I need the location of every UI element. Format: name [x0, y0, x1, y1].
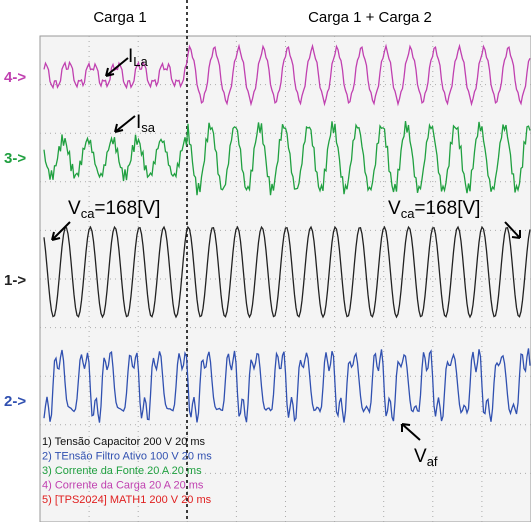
symbol: V — [68, 198, 81, 219]
legend-entry: 5) [TPS2024] MATH1 200 V 20 ms — [42, 494, 212, 506]
subscript: La — [133, 54, 148, 69]
channel-label: 3-> — [4, 150, 26, 167]
legend-entry: 3) Corrente da Fonte 20 A 20 ms — [42, 465, 202, 477]
legend-entry: 4) Corrente da Carga 20 A 20 ms — [42, 480, 204, 492]
legend: 1) Tensão Capacitor 200 V 20 ms 2) TEnsão… — [42, 436, 212, 506]
subscript: ca — [401, 206, 416, 221]
channel-label: 1-> — [4, 272, 26, 289]
header-left: Carga 1 — [93, 9, 146, 26]
value: =168[V] — [414, 198, 480, 219]
legend-entry: 1) Tensão Capacitor 200 V 20 ms — [42, 436, 206, 448]
header-right: Carga 1 + Carga 2 — [308, 9, 432, 26]
symbol: V — [388, 198, 401, 219]
value: =168[V] — [94, 198, 160, 219]
channel-label: 4-> — [4, 69, 26, 86]
symbol: V — [414, 446, 427, 467]
subscript: sa — [141, 120, 156, 135]
subscript: ca — [81, 206, 96, 221]
legend-entry: 2) TEnsão Filtro Ativo 100 V 20 ms — [42, 451, 212, 463]
subscript: af — [427, 454, 438, 469]
oscilloscope: Carga 1 Carga 1 + Carga 2 4-> 3-> 1-> 2-… — [0, 0, 531, 522]
page: Carga 1 Carga 1 + Carga 2 4-> 3-> 1-> 2-… — [0, 0, 531, 522]
channel-label: 2-> — [4, 393, 26, 410]
